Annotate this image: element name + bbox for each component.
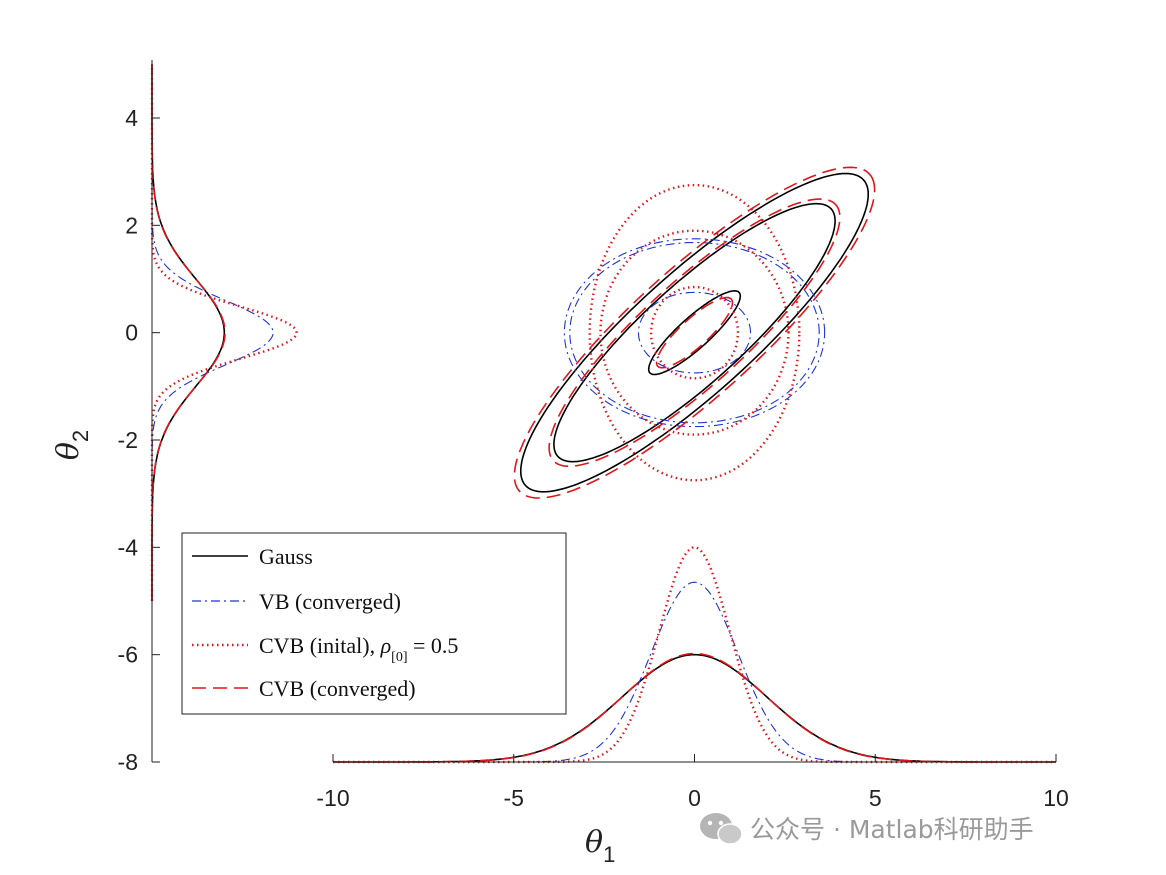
y-tick-label: 2 [125,212,138,238]
contour-0-0 [647,289,742,376]
watermark: 公众号 · Matlab科研助手 [700,813,1034,845]
contour-0-2 [520,172,869,493]
y-tick-label: -8 [118,749,138,775]
contour-3-0 [655,296,734,369]
contour-2-0 [649,285,740,380]
marginal-y-1 [151,64,274,601]
legend-box [181,532,567,715]
contour-1-1 [569,241,820,424]
x-axis-label: θ1 [585,825,615,867]
x-tick-label: -5 [504,785,524,811]
contour-2-2 [588,183,801,482]
y-tick-label: -6 [118,642,138,668]
contour-1-2 [563,238,826,428]
y-tick-label: 4 [125,105,138,131]
y-axis-label: θ2 [51,430,93,460]
legend-label-gauss: Gauss [259,544,313,569]
y-axis-label-group: θ2 [51,430,93,460]
x-tick-label: 0 [688,785,701,811]
y-axis-label-sub: 2 [68,430,93,442]
contour-2-1 [599,229,790,436]
wechat-icon [700,813,743,845]
y-tick-label: 0 [125,320,138,346]
legend: Gauss VB (converged) CVB (inital), ρ[0] … [181,532,567,715]
legend-label-cvb-initial: CVB (inital), ρ[0] = 0.5 [259,633,458,665]
legend-label-vb: VB (converged) [259,589,401,614]
x-tick-label: 5 [869,785,882,811]
axes-group: -10 -5 0 5 10 4 2 0 -2 -4 -6 -8 [118,60,1069,811]
y-tick-label: -4 [118,534,139,560]
contour-group [513,166,876,499]
watermark-text: 公众号 · Matlab科研助手 [750,815,1034,844]
contour-0-1 [553,202,836,463]
marginal-y-3 [151,64,226,601]
x-axis-label-sub: 1 [603,842,615,867]
legend-label-cvb-converged: CVB (converged) [259,676,416,701]
marginal-y-0 [151,64,226,601]
contour-3-2 [513,166,876,499]
marginal-y-group [150,64,298,601]
contour-3-1 [548,198,841,468]
x-tick-label: 10 [1043,785,1069,811]
x-tick-label: -10 [316,785,349,811]
y-tick-label: -2 [118,427,138,453]
contour-1-0 [637,291,752,374]
